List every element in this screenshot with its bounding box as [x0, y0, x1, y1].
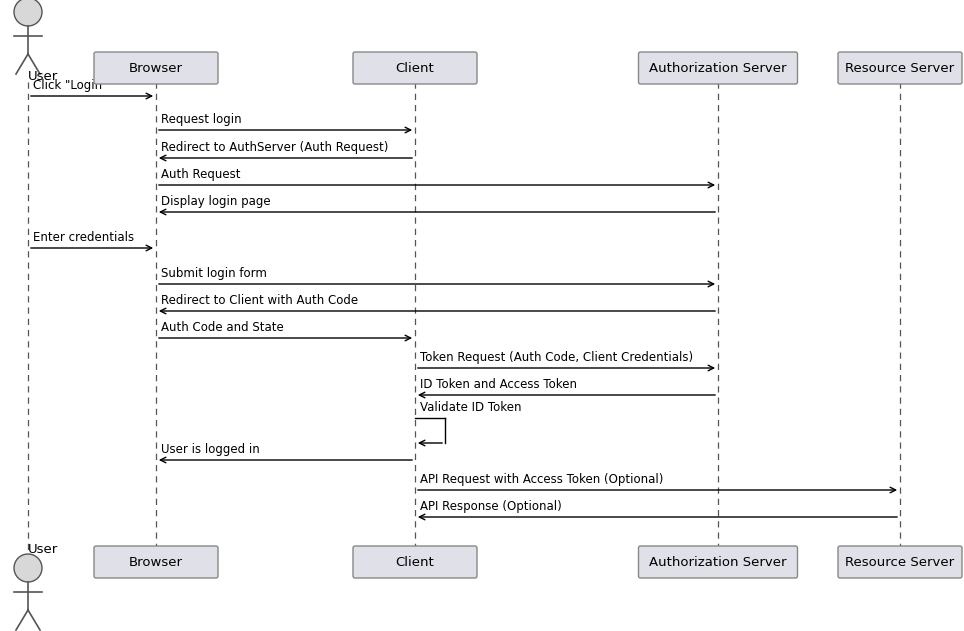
Circle shape: [14, 554, 42, 582]
Text: Validate ID Token: Validate ID Token: [420, 401, 522, 414]
FancyBboxPatch shape: [353, 546, 477, 578]
Text: Authorization Server: Authorization Server: [649, 555, 787, 569]
Text: Redirect to Client with Auth Code: Redirect to Client with Auth Code: [161, 294, 358, 307]
Text: Browser: Browser: [129, 555, 183, 569]
Text: User: User: [28, 70, 58, 83]
Text: Enter credentials: Enter credentials: [33, 231, 134, 244]
Text: Token Request (Auth Code, Client Credentials): Token Request (Auth Code, Client Credent…: [420, 351, 693, 364]
Text: Browser: Browser: [129, 61, 183, 74]
Text: Resource Server: Resource Server: [845, 61, 954, 74]
FancyBboxPatch shape: [94, 546, 218, 578]
Text: Authorization Server: Authorization Server: [649, 61, 787, 74]
Text: Redirect to AuthServer (Auth Request): Redirect to AuthServer (Auth Request): [161, 141, 388, 154]
FancyBboxPatch shape: [94, 52, 218, 84]
Circle shape: [14, 0, 42, 26]
FancyBboxPatch shape: [638, 52, 797, 84]
Text: User: User: [28, 543, 58, 556]
Text: Display login page: Display login page: [161, 195, 271, 208]
Text: Request login: Request login: [161, 113, 242, 126]
Text: API Response (Optional): API Response (Optional): [420, 500, 562, 513]
FancyBboxPatch shape: [838, 52, 962, 84]
Text: ID Token and Access Token: ID Token and Access Token: [420, 378, 577, 391]
Text: User is logged in: User is logged in: [161, 443, 259, 456]
Text: API Request with Access Token (Optional): API Request with Access Token (Optional): [420, 473, 663, 486]
Text: Submit login form: Submit login form: [161, 267, 267, 280]
Text: Auth Code and State: Auth Code and State: [161, 321, 283, 334]
FancyBboxPatch shape: [838, 546, 962, 578]
FancyBboxPatch shape: [638, 546, 797, 578]
Text: Client: Client: [395, 555, 435, 569]
Text: Click "Login": Click "Login": [33, 79, 108, 92]
Text: Resource Server: Resource Server: [845, 555, 954, 569]
Text: Client: Client: [395, 61, 435, 74]
FancyBboxPatch shape: [353, 52, 477, 84]
Text: Auth Request: Auth Request: [161, 168, 240, 181]
